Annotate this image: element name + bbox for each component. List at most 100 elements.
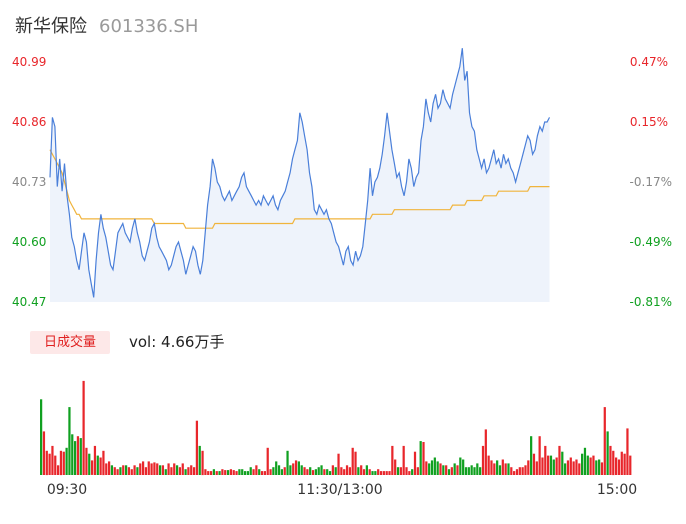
volume-bar	[479, 467, 482, 475]
volume-bar	[501, 459, 504, 475]
volume-bar	[68, 407, 71, 475]
volume-bar	[204, 469, 207, 475]
volume-bar	[170, 467, 173, 475]
volume-bar	[226, 470, 230, 475]
volume-bar	[141, 461, 145, 475]
volume-bar	[609, 445, 612, 475]
price-tick-1: 40.86	[12, 115, 46, 129]
volume-bar	[317, 467, 320, 475]
volume-panel	[40, 380, 632, 476]
time-tick-close: 15:00	[597, 482, 637, 498]
volume-bar	[575, 459, 578, 475]
time-tick-midday: 11:30/13:00	[297, 482, 382, 498]
volume-bar	[119, 467, 122, 475]
volume-bar	[445, 465, 448, 475]
volume-bar	[153, 462, 156, 475]
volume-bar	[105, 463, 108, 475]
volume-bar	[99, 457, 102, 475]
price-tick-3: 40.60	[12, 235, 46, 249]
volume-bar	[184, 469, 187, 475]
volume-bar	[357, 467, 360, 475]
volume-bar	[255, 465, 258, 475]
volume-bar	[371, 471, 374, 475]
volume-bar	[224, 470, 227, 475]
volume-bar	[513, 471, 516, 475]
volume-bar	[481, 445, 485, 475]
volume-bar	[507, 463, 510, 475]
volume-bar	[297, 461, 300, 475]
volume-bar	[65, 447, 68, 475]
price-tick-2: 40.73	[12, 175, 46, 189]
volume-bar	[583, 447, 587, 475]
volume-bar	[300, 465, 303, 475]
stock-code: 601336.SH	[99, 16, 199, 37]
volume-bar	[394, 459, 397, 475]
volume-bar	[54, 455, 57, 475]
volume-bar	[626, 428, 629, 475]
volume-readout: vol: 4.66万手	[129, 333, 225, 351]
volume-bar	[374, 471, 377, 475]
volume-bar	[600, 462, 604, 475]
volume-bar	[252, 469, 255, 475]
price-tick-0: 40.99	[12, 55, 46, 69]
volume-bar	[411, 469, 414, 475]
volume-bar	[218, 471, 221, 475]
volume-bar	[51, 445, 54, 475]
volume-bar	[572, 461, 575, 475]
volume-bar	[595, 460, 598, 475]
volume-bar	[396, 467, 400, 475]
volume-bar	[439, 463, 442, 475]
volume-bar	[473, 467, 476, 475]
volume-bar	[229, 469, 233, 475]
volume-bar	[379, 471, 383, 475]
volume-bar	[453, 463, 456, 475]
volume-bar	[385, 471, 388, 475]
volume-bar	[547, 455, 550, 475]
volume-bar	[544, 445, 547, 475]
volume-bar	[243, 471, 247, 475]
volume-bar	[413, 451, 417, 475]
volume-bar	[549, 455, 553, 475]
volume-bar	[130, 469, 133, 475]
volume-bar	[510, 467, 513, 475]
volume-bar	[320, 465, 323, 475]
volume-bar	[260, 471, 264, 475]
volume-bar	[93, 445, 97, 475]
volume-bar	[405, 467, 408, 475]
volume-bar	[139, 463, 142, 475]
volume-bar	[348, 467, 351, 475]
volume-bar	[280, 469, 283, 475]
volume-bar	[238, 469, 241, 475]
volume-bar	[144, 467, 148, 475]
volume-bar	[314, 469, 317, 475]
volume-bar	[530, 436, 533, 475]
volume-bar	[241, 469, 244, 475]
volume-bar	[258, 469, 261, 475]
volume-bar	[493, 463, 496, 475]
volume-bar	[566, 460, 570, 475]
volume-bar	[175, 465, 179, 475]
volume-bar	[450, 467, 453, 475]
volume-bar	[428, 463, 431, 475]
volume-bar	[518, 467, 521, 475]
volume-bar	[532, 453, 536, 475]
volume-bar	[592, 455, 595, 475]
volume-bar	[207, 471, 210, 475]
volume-bar	[198, 445, 201, 475]
volume-bar	[107, 461, 111, 475]
volume-bar	[382, 471, 385, 475]
volume-bar	[289, 465, 292, 475]
pct-tick-0: 0.47%	[630, 55, 668, 69]
time-tick-open: 09:30	[47, 482, 87, 498]
daily-volume-badge: 日成交量	[30, 331, 110, 354]
volume-bar	[76, 436, 80, 475]
volume-bar	[569, 457, 572, 475]
volume-bar	[73, 441, 77, 475]
volume-bar	[173, 463, 176, 475]
volume-bar	[116, 469, 119, 475]
volume-bar	[215, 471, 218, 475]
volume-bar	[45, 450, 48, 476]
volume-bar	[464, 467, 468, 475]
volume-bar	[476, 463, 479, 475]
